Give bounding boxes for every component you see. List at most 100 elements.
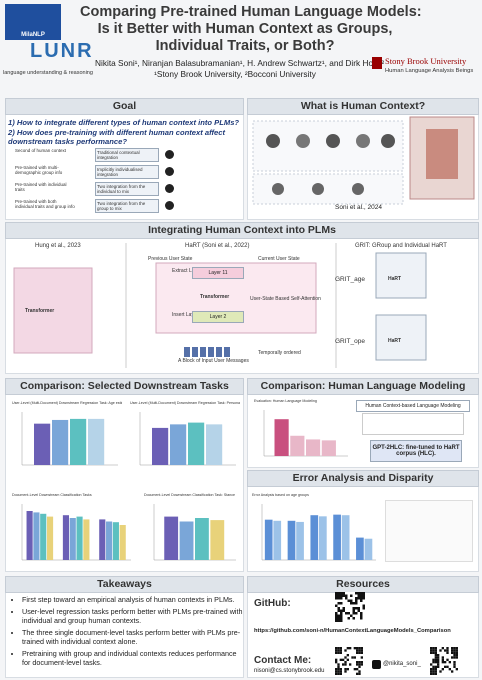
handle[interactable]: @nikita_soni_ — [383, 661, 421, 667]
qr-cell — [441, 656, 444, 659]
person-icon — [165, 184, 174, 193]
qr-cell — [432, 670, 435, 673]
qr-cell — [434, 661, 437, 664]
qr-cell — [439, 670, 442, 673]
qr-cell — [356, 649, 359, 652]
qr-cell — [430, 647, 433, 650]
bar — [62, 515, 70, 560]
qr-cell — [339, 647, 342, 650]
qr-cell — [441, 647, 444, 650]
bar — [264, 519, 273, 560]
bar — [356, 537, 364, 560]
bar — [333, 514, 341, 560]
logo-sbu-sub: Human Language Analysis Beings — [385, 68, 474, 74]
qr-cell — [339, 651, 342, 654]
chart-title: Evaluation: Human Language Modeling — [254, 399, 317, 403]
qr-cell — [337, 597, 340, 600]
qr-cell — [350, 594, 353, 597]
qr-cell — [345, 597, 348, 600]
human-context-panel — [247, 98, 479, 220]
logo-box: MilaNLP — [5, 4, 61, 40]
bar — [188, 422, 205, 465]
error-plot-area — [385, 500, 473, 562]
qr-cell — [340, 609, 343, 612]
qr-cell — [335, 619, 338, 622]
qr-cell — [352, 609, 355, 612]
label: HaRT (Soni et al., 2022) — [185, 243, 250, 249]
qr-cell — [337, 617, 340, 620]
section-header: Error Analysis and Disparity — [247, 470, 479, 487]
qr-cell — [340, 612, 343, 615]
chart: Evaluation: Human Language Modeling — [252, 396, 352, 464]
person-icon — [165, 167, 174, 176]
label: GRIT_ope — [335, 338, 365, 345]
section-header: Resources — [247, 576, 479, 593]
qr-cell — [360, 649, 363, 652]
qr-cell — [434, 658, 437, 661]
bar — [106, 521, 113, 560]
qr-cell — [360, 617, 363, 620]
qr-cell — [360, 597, 363, 600]
takeaway: User-level regression tasks perform bett… — [22, 607, 244, 625]
title-line: Comparing Pre-trained Human Language Mod… — [80, 4, 422, 20]
email[interactable]: nisoni@cs.stonybrook.edu — [254, 668, 325, 674]
qr-cell — [340, 602, 343, 605]
qr-cell — [335, 651, 338, 654]
qr-cell — [342, 609, 345, 612]
bar — [341, 515, 350, 560]
label: Extract Layer — [172, 268, 202, 274]
bar — [364, 538, 373, 560]
qr-cell — [453, 656, 456, 659]
section-header: Integrating Human Context into PLMs — [5, 222, 479, 239]
qr-cell — [451, 651, 454, 654]
qr-cell — [432, 665, 435, 668]
qr-cell — [362, 604, 365, 607]
chart-title: User-Level (Multi-Document) Downstream R… — [130, 401, 240, 405]
chart: Document-Level Downstream Classification… — [142, 490, 240, 568]
qr-cell — [360, 594, 363, 597]
qr-cell — [337, 651, 340, 654]
qr-cell — [358, 663, 361, 666]
qr-cell — [360, 647, 363, 650]
goal-row-box: Traditional contextual integration — [95, 148, 159, 162]
qr-cell — [446, 647, 449, 650]
qr-cell — [355, 597, 358, 600]
qr-cell — [430, 670, 433, 673]
qr-cell — [437, 665, 440, 668]
qr-cell — [345, 612, 348, 615]
affiliations: ¹Stony Brook University, ²Bocconi Univer… — [154, 69, 316, 79]
qr-cell — [339, 672, 342, 675]
authors: Nikita Soni¹, Niranjan Balasubramanian¹,… — [95, 58, 385, 68]
qr-cell — [357, 597, 360, 600]
person-icon — [165, 201, 174, 210]
qr-cell — [432, 661, 435, 664]
goal-row-label: Pre-trained with both individual traits … — [15, 199, 75, 209]
qr-cell — [335, 614, 338, 617]
qr-cell — [437, 663, 440, 666]
qr-cell — [441, 668, 444, 671]
takeaway-list: First step toward an empirical analysis … — [10, 595, 244, 670]
qr-cell — [344, 661, 347, 664]
qr-code — [335, 647, 363, 675]
bar — [273, 520, 282, 560]
qr-cell — [453, 665, 456, 668]
qr-cell — [337, 665, 340, 668]
qr-cell — [350, 602, 353, 605]
qr-cell — [453, 661, 456, 664]
qr-cell — [342, 592, 345, 595]
qr-cell — [358, 647, 361, 650]
qr-cell — [451, 649, 454, 652]
layer-box: Layer 2 — [192, 311, 244, 323]
github-url[interactable]: https://github.com/soni-n/HumanContextLa… — [254, 628, 451, 634]
qr-cell — [335, 612, 338, 615]
qr-cell — [344, 649, 347, 652]
bar — [296, 521, 304, 560]
goal-diagram: Second of human context Traditional conte… — [15, 148, 235, 216]
chart-title: Document-Level Downstream Classification… — [144, 493, 235, 497]
qr-cell — [357, 609, 360, 612]
github-label: GitHub: — [254, 598, 291, 609]
bar — [34, 423, 51, 465]
bar — [306, 439, 321, 456]
qr-cell — [342, 594, 345, 597]
qr-cell — [362, 594, 365, 597]
